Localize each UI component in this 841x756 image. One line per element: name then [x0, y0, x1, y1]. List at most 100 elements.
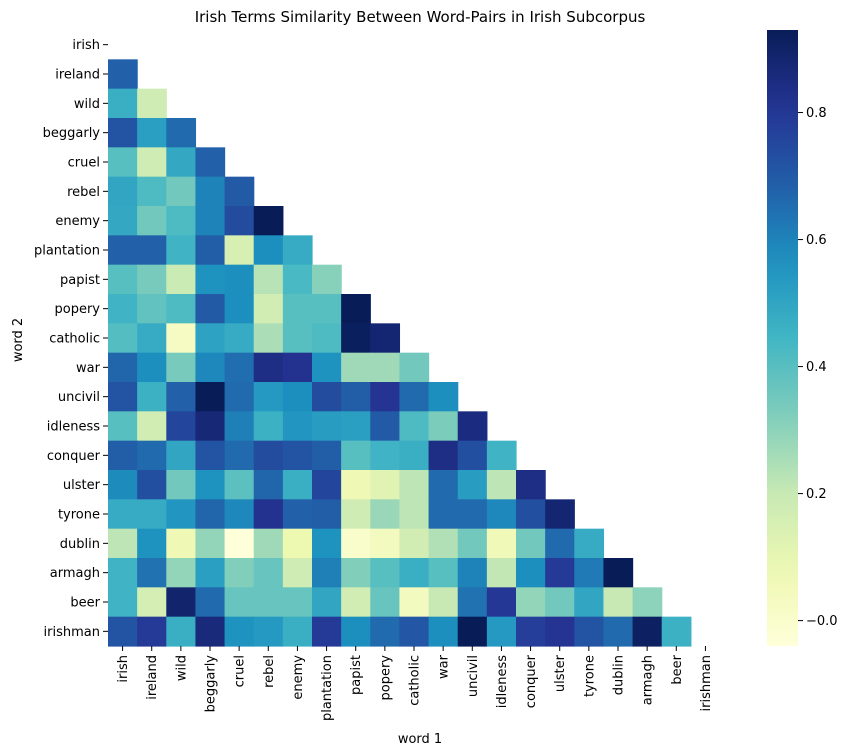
heatmap-cell: [312, 382, 342, 412]
heatmap-cell: [341, 499, 371, 530]
heatmap-cell: [224, 382, 255, 412]
heatmap-cell: [224, 206, 255, 236]
heatmap-cell: [195, 470, 226, 500]
heatmap-cell: [137, 499, 167, 530]
heatmap-cell: [516, 499, 546, 530]
heatmap-cell: [253, 294, 284, 324]
heatmap-cell: [486, 440, 517, 471]
heatmap-cell: [224, 528, 255, 559]
heatmap-cell: [428, 558, 459, 588]
heatmap-cell: [253, 499, 284, 530]
heatmap-cell: [108, 411, 138, 442]
heatmap-cell: [632, 616, 663, 647]
heatmap-cell: [224, 176, 255, 207]
heatmap-cell: [370, 411, 401, 442]
heatmap-cell: [341, 470, 371, 500]
heatmap-cell: [166, 206, 197, 236]
heatmap-cell: [108, 59, 138, 90]
heatmap-cell: [195, 176, 226, 207]
y-tick-label: idleness: [47, 420, 100, 435]
heatmap-cell: [137, 382, 167, 412]
heatmap-cell: [224, 440, 255, 471]
heatmap-cell: [486, 470, 517, 500]
heatmap-cell: [341, 558, 371, 588]
x-tick-label: ulster: [553, 654, 568, 692]
heatmap-cell: [312, 264, 342, 295]
heatmap-cell: [224, 499, 255, 530]
heatmap-cell: [224, 294, 255, 324]
heatmap-cell: [282, 616, 313, 647]
y-axis-label: word 2: [11, 318, 26, 362]
heatmap-cell: [137, 235, 167, 266]
heatmap-cell: [166, 411, 197, 442]
heatmap-cell: [137, 294, 167, 324]
heatmap-cell: [108, 88, 138, 119]
colorbar-ticks: −0.0 0.2 0.4 0.6 0.8: [798, 106, 838, 629]
heatmap-cell: [195, 294, 226, 324]
x-tick-label: armagh: [641, 655, 656, 705]
colorbar-tick-label: 0.2: [806, 487, 827, 502]
y-tick-label: ireland: [55, 68, 100, 83]
heatmap-cell: [224, 470, 255, 500]
x-tick-label: catholic: [408, 655, 423, 706]
heatmap-cell: [516, 470, 546, 500]
heatmap-cell: [428, 382, 459, 412]
heatmap-cell: [428, 499, 459, 530]
heatmap-cell: [428, 470, 459, 500]
x-tick-label: conquer: [524, 654, 539, 708]
heatmap-cell: [341, 382, 371, 412]
heatmap-cell: [370, 323, 401, 354]
heatmap-cell: [224, 323, 255, 354]
heatmap-cell: [341, 587, 371, 618]
heatmap-cell: [545, 528, 575, 559]
heatmap-cells: [108, 59, 692, 647]
heatmap-cell: [457, 440, 488, 471]
heatmap-cell: [399, 470, 430, 500]
heatmap-cell: [224, 616, 255, 647]
heatmap-cell: [486, 558, 517, 588]
heatmap-cell: [166, 470, 197, 500]
heatmap-cell: [166, 616, 197, 647]
heatmap-cell: [486, 587, 517, 618]
heatmap-cell: [137, 558, 167, 588]
heatmap-cell: [166, 118, 197, 148]
heatmap-cell: [137, 587, 167, 618]
y-tick-label: enemy: [55, 214, 100, 229]
heatmap-cell: [312, 323, 342, 354]
heatmap-cell: [137, 616, 167, 647]
heatmap-cell: [486, 499, 517, 530]
heatmap-cell: [108, 264, 138, 295]
heatmap-cell: [108, 470, 138, 500]
heatmap-cell: [253, 528, 284, 559]
heatmap-cell: [108, 323, 138, 354]
colorbar-tick-label: 0.4: [806, 360, 827, 375]
heatmap-cell: [603, 558, 634, 588]
heatmap-cell: [312, 440, 342, 471]
heatmap-cell: [312, 499, 342, 530]
x-tick-label: tyrone: [582, 655, 597, 697]
heatmap-cell: [370, 382, 401, 412]
heatmap-cell: [341, 440, 371, 471]
heatmap-cell: [399, 528, 430, 559]
heatmap-cell: [516, 558, 546, 588]
heatmap-cell: [108, 176, 138, 207]
heatmap-cell: [341, 411, 371, 442]
chart-title: Irish Terms Similarity Between Word-Pair…: [195, 8, 646, 26]
heatmap-cell: [224, 558, 255, 588]
heatmap-cell: [603, 587, 634, 618]
x-tick-label: wild: [174, 655, 189, 681]
heatmap-cell: [282, 587, 313, 618]
heatmap-cell: [399, 440, 430, 471]
heatmap-cell: [166, 176, 197, 207]
heatmap-cell: [370, 440, 401, 471]
heatmap-cell: [166, 352, 197, 383]
heatmap-cell: [166, 499, 197, 530]
heatmap-cell: [341, 323, 371, 354]
heatmap-cell: [137, 440, 167, 471]
heatmap-cell: [224, 411, 255, 442]
heatmap-cell: [137, 206, 167, 236]
heatmap-cell: [137, 352, 167, 383]
heatmap-cell: [312, 352, 342, 383]
heatmap-cell: [195, 264, 226, 295]
heatmap-cell: [253, 558, 284, 588]
